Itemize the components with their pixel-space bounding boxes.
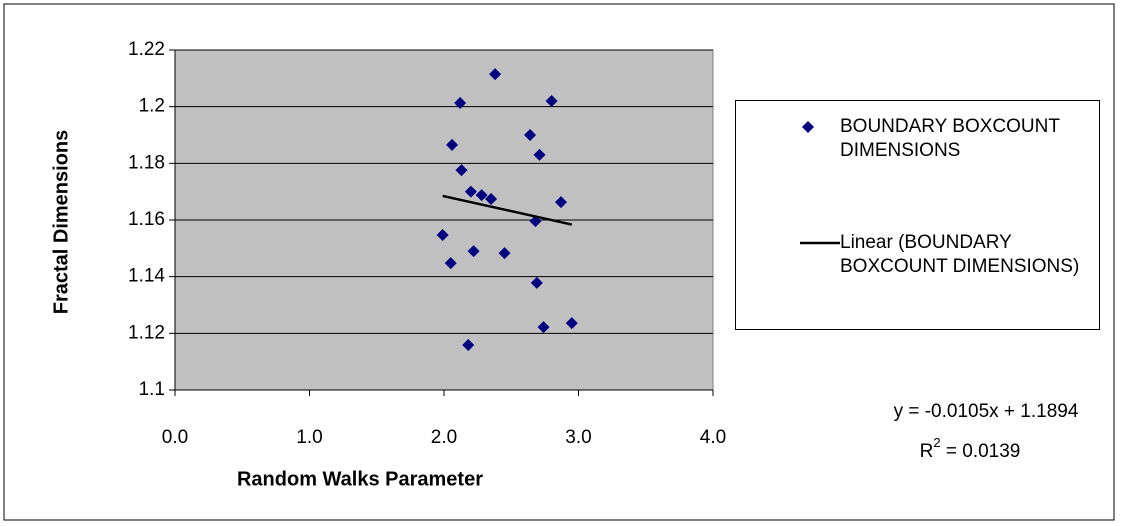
- point: [485, 193, 498, 206]
- y-tick-label: 1.2: [139, 96, 165, 117]
- y-tick-label: 1.14: [128, 266, 165, 287]
- point: [444, 257, 457, 270]
- point: [537, 321, 550, 334]
- x-axis-title: Random Walks Parameter: [237, 468, 483, 490]
- point: [446, 138, 459, 151]
- r-squared-rest: = 0.0139: [941, 441, 1021, 462]
- point: [455, 164, 468, 177]
- r-squared-base: R: [920, 441, 934, 462]
- point: [545, 95, 558, 107]
- r-squared-sup: 2: [933, 435, 940, 450]
- point: [565, 317, 578, 330]
- point: [533, 148, 546, 161]
- x-tick-label: 3.0: [565, 427, 591, 448]
- trendline: [442, 194, 573, 226]
- point: [454, 96, 467, 109]
- point: [530, 276, 543, 289]
- x-tick-label: 4.0: [700, 427, 726, 448]
- point: [464, 185, 477, 198]
- point: [498, 247, 511, 260]
- y-tick-label: 1.22: [128, 39, 165, 60]
- point: [467, 245, 480, 258]
- x-tick-label: 2.0: [431, 427, 457, 448]
- r-squared: R2 = 0.0139: [920, 435, 1021, 462]
- point: [489, 68, 502, 81]
- y-tick-label: 1.12: [128, 322, 165, 343]
- point: [462, 338, 475, 351]
- point: [524, 129, 537, 141]
- legend: BOUNDARY BOXCOUNT DIMENSIONS Linear (BOUN…: [735, 100, 1100, 330]
- x-tick-label: 0.0: [162, 427, 188, 448]
- trendline-equation: y = -0.0105x + 1.1894: [894, 401, 1079, 422]
- y-tick-label: 1.16: [128, 209, 165, 230]
- legend-key: [800, 241, 840, 245]
- y-axis-title: Fractal Dimensions: [50, 130, 72, 315]
- legend-label: Linear (BOUNDARY BOXCOUNT DIMENSIONS): [840, 232, 1080, 277]
- legend-marker: [802, 121, 814, 133]
- y-tick-label: 1.18: [128, 152, 165, 173]
- point: [475, 189, 488, 202]
- point: [436, 229, 449, 242]
- point: [555, 196, 568, 209]
- y-tick-label: 1.1: [139, 379, 165, 400]
- x-tick-label: 1.0: [296, 427, 322, 448]
- legend-key: [802, 121, 814, 133]
- legend-label: BOUNDARY BOXCOUNT DIMENSIONS: [840, 116, 1060, 161]
